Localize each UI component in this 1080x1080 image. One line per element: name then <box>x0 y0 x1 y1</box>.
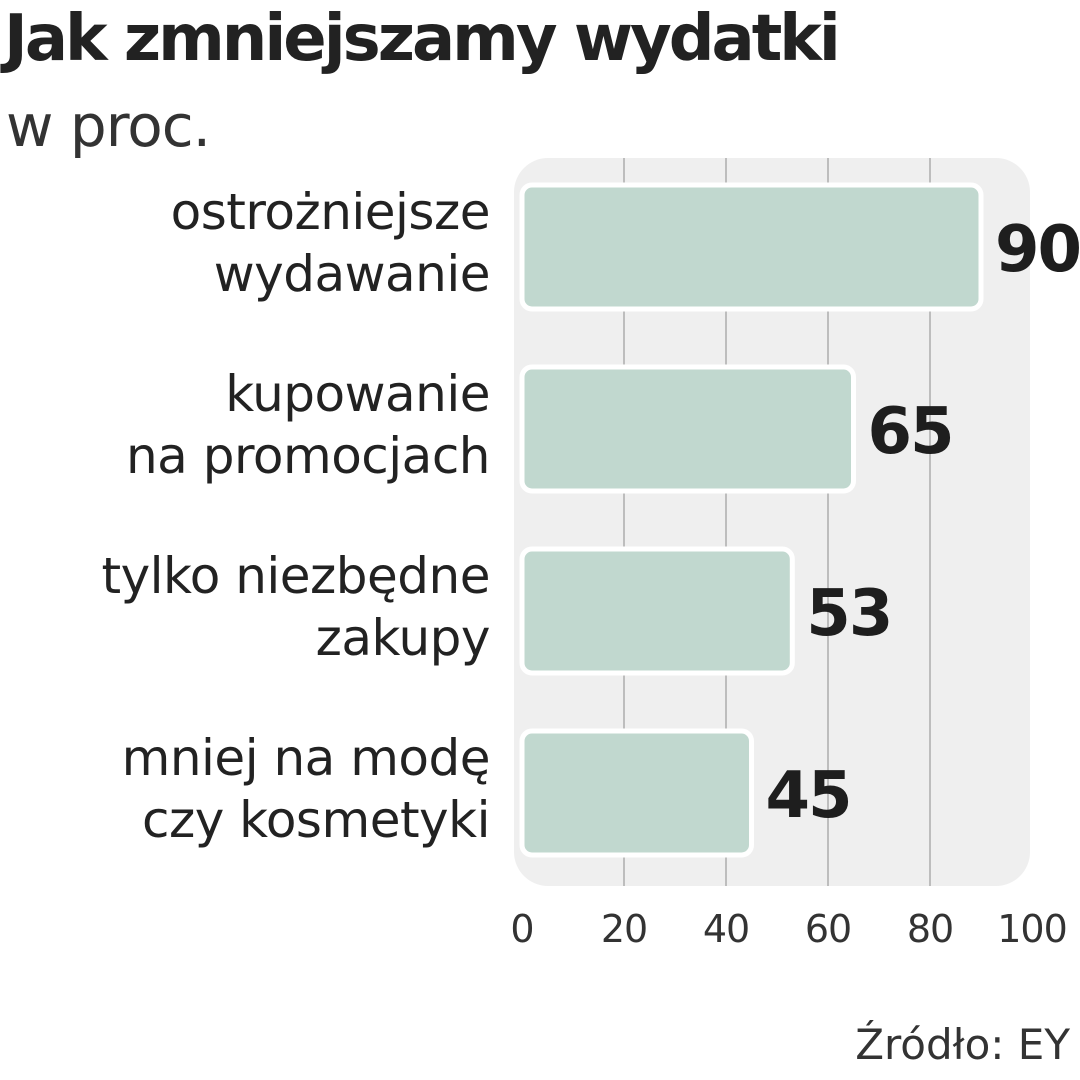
category-label: zakupy <box>316 609 490 667</box>
x-tick-label: 100 <box>997 907 1067 951</box>
source-note: Źródło: EY <box>855 1020 1070 1069</box>
x-tick-label: 80 <box>907 907 953 951</box>
bar <box>519 546 795 676</box>
chart-title: Jak zmniejszamy wydatki <box>4 2 841 76</box>
category-label: tylko niezbędne <box>101 547 490 605</box>
x-tick-label: 0 <box>510 907 533 951</box>
bar <box>519 728 754 858</box>
x-tick-label: 60 <box>805 907 851 951</box>
category-label: kupowanie <box>225 365 490 423</box>
chart-subtitle: w proc. <box>6 92 211 160</box>
data-label: 45 <box>766 759 851 833</box>
x-tick-label: 40 <box>703 907 749 951</box>
category-label: wydawanie <box>214 245 490 303</box>
bar <box>519 364 856 494</box>
plot-background <box>514 158 1030 886</box>
bar <box>519 182 984 312</box>
category-label: na promocjach <box>126 427 490 485</box>
x-tick-label: 20 <box>601 907 647 951</box>
category-label: ostrożniejsze <box>171 183 490 241</box>
data-label: 53 <box>806 577 891 651</box>
category-label: czy kosmetyki <box>142 791 490 849</box>
data-label: 90 <box>995 213 1080 287</box>
data-label: 65 <box>868 395 953 469</box>
category-label: mniej na modę <box>122 729 490 787</box>
